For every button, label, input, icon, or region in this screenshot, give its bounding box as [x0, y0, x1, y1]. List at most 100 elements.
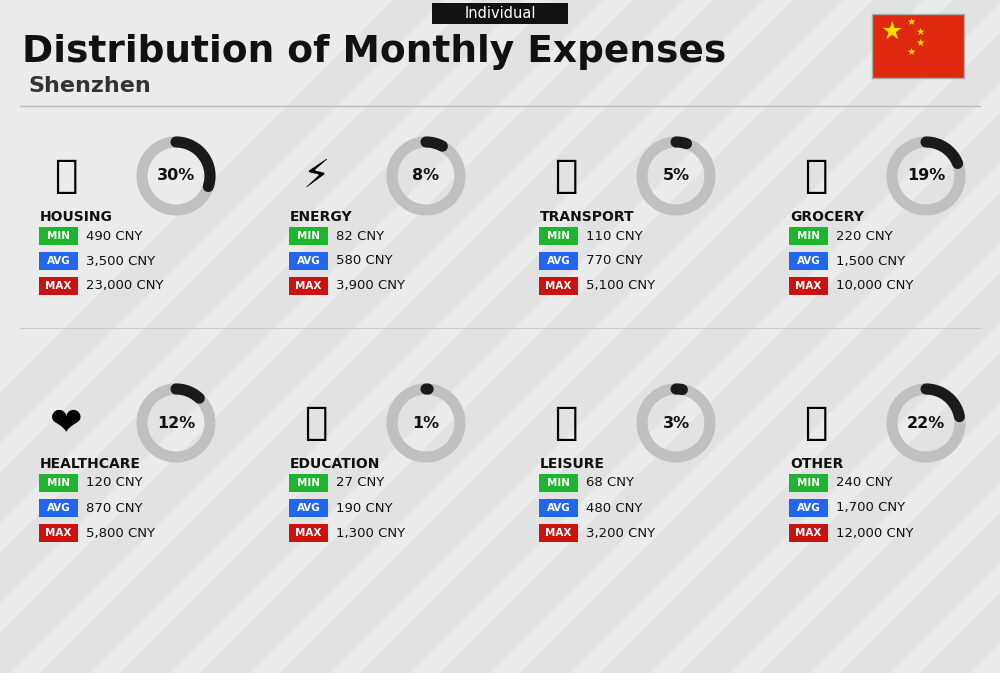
Polygon shape: [0, 0, 603, 673]
Text: 220 CNY: 220 CNY: [836, 229, 893, 242]
FancyBboxPatch shape: [289, 227, 328, 245]
Text: 🏢: 🏢: [54, 157, 78, 195]
Text: 🚌: 🚌: [554, 157, 578, 195]
Text: MAX: MAX: [795, 528, 822, 538]
Text: MIN: MIN: [47, 478, 70, 488]
FancyBboxPatch shape: [539, 524, 578, 542]
Polygon shape: [520, 0, 1000, 673]
FancyBboxPatch shape: [539, 474, 578, 492]
Text: AVG: AVG: [547, 256, 570, 266]
Text: ★: ★: [906, 47, 916, 57]
Text: OTHER: OTHER: [790, 457, 843, 471]
Text: EDUCATION: EDUCATION: [290, 457, 380, 471]
FancyBboxPatch shape: [39, 524, 78, 542]
Polygon shape: [0, 0, 443, 673]
Text: ENERGY: ENERGY: [290, 210, 353, 224]
Text: 30%: 30%: [157, 168, 195, 184]
Text: 5,100 CNY: 5,100 CNY: [586, 279, 655, 293]
Text: 5,800 CNY: 5,800 CNY: [86, 526, 155, 540]
Text: LEISURE: LEISURE: [540, 457, 605, 471]
FancyBboxPatch shape: [39, 277, 78, 295]
Text: ★: ★: [881, 20, 903, 44]
Text: AVG: AVG: [47, 503, 70, 513]
FancyBboxPatch shape: [789, 474, 828, 492]
FancyBboxPatch shape: [432, 3, 568, 24]
Text: AVG: AVG: [297, 503, 320, 513]
FancyBboxPatch shape: [39, 474, 78, 492]
Text: 💰: 💰: [804, 404, 828, 442]
Text: 110 CNY: 110 CNY: [586, 229, 643, 242]
FancyBboxPatch shape: [789, 524, 828, 542]
FancyBboxPatch shape: [289, 499, 328, 517]
Polygon shape: [280, 0, 1000, 673]
Polygon shape: [200, 0, 923, 673]
Text: 770 CNY: 770 CNY: [586, 254, 643, 267]
Text: MAX: MAX: [45, 281, 72, 291]
Text: 🛒: 🛒: [804, 157, 828, 195]
Text: MAX: MAX: [545, 281, 572, 291]
Polygon shape: [760, 0, 1000, 673]
Text: MAX: MAX: [795, 281, 822, 291]
FancyBboxPatch shape: [289, 474, 328, 492]
Text: ❤: ❤: [50, 404, 82, 442]
Text: 1,700 CNY: 1,700 CNY: [836, 501, 905, 514]
Text: 3%: 3%: [662, 415, 690, 431]
Text: AVG: AVG: [797, 256, 820, 266]
Polygon shape: [120, 0, 843, 673]
Text: 3,500 CNY: 3,500 CNY: [86, 254, 155, 267]
Text: TRANSPORT: TRANSPORT: [540, 210, 635, 224]
Text: AVG: AVG: [547, 503, 570, 513]
FancyBboxPatch shape: [39, 252, 78, 270]
Polygon shape: [0, 0, 683, 673]
Text: MIN: MIN: [47, 231, 70, 241]
FancyBboxPatch shape: [289, 252, 328, 270]
Text: 3,200 CNY: 3,200 CNY: [586, 526, 655, 540]
FancyBboxPatch shape: [539, 277, 578, 295]
Polygon shape: [920, 0, 1000, 673]
Text: HOUSING: HOUSING: [40, 210, 113, 224]
Text: Distribution of Monthly Expenses: Distribution of Monthly Expenses: [22, 34, 726, 70]
Text: 🎓: 🎓: [304, 404, 328, 442]
Text: 🛍: 🛍: [554, 404, 578, 442]
FancyBboxPatch shape: [872, 14, 964, 78]
Text: 120 CNY: 120 CNY: [86, 476, 143, 489]
Text: MAX: MAX: [295, 528, 322, 538]
Text: 580 CNY: 580 CNY: [336, 254, 392, 267]
FancyBboxPatch shape: [789, 277, 828, 295]
Text: ★: ★: [915, 38, 925, 48]
Polygon shape: [360, 0, 1000, 673]
Text: Individual: Individual: [464, 6, 536, 21]
Text: 490 CNY: 490 CNY: [86, 229, 142, 242]
FancyBboxPatch shape: [39, 227, 78, 245]
FancyBboxPatch shape: [539, 499, 578, 517]
Text: 27 CNY: 27 CNY: [336, 476, 384, 489]
Text: 23,000 CNY: 23,000 CNY: [86, 279, 164, 293]
Text: MIN: MIN: [547, 478, 570, 488]
FancyBboxPatch shape: [789, 499, 828, 517]
FancyBboxPatch shape: [39, 499, 78, 517]
Polygon shape: [680, 0, 1000, 673]
Polygon shape: [40, 0, 763, 673]
FancyBboxPatch shape: [289, 277, 328, 295]
Text: 10,000 CNY: 10,000 CNY: [836, 279, 913, 293]
Text: AVG: AVG: [797, 503, 820, 513]
FancyBboxPatch shape: [289, 524, 328, 542]
FancyBboxPatch shape: [539, 227, 578, 245]
Text: AVG: AVG: [297, 256, 320, 266]
Text: Shenzhen: Shenzhen: [28, 76, 151, 96]
Text: 5%: 5%: [662, 168, 690, 184]
Text: MIN: MIN: [797, 231, 820, 241]
Text: MAX: MAX: [545, 528, 572, 538]
Text: ★: ★: [906, 17, 916, 28]
Polygon shape: [600, 0, 1000, 673]
FancyBboxPatch shape: [789, 227, 828, 245]
FancyBboxPatch shape: [539, 252, 578, 270]
Text: 870 CNY: 870 CNY: [86, 501, 143, 514]
Text: GROCERY: GROCERY: [790, 210, 864, 224]
FancyBboxPatch shape: [789, 252, 828, 270]
Polygon shape: [0, 0, 523, 673]
Text: 240 CNY: 240 CNY: [836, 476, 893, 489]
Text: ★: ★: [915, 27, 925, 37]
Polygon shape: [440, 0, 1000, 673]
Text: HEALTHCARE: HEALTHCARE: [40, 457, 141, 471]
